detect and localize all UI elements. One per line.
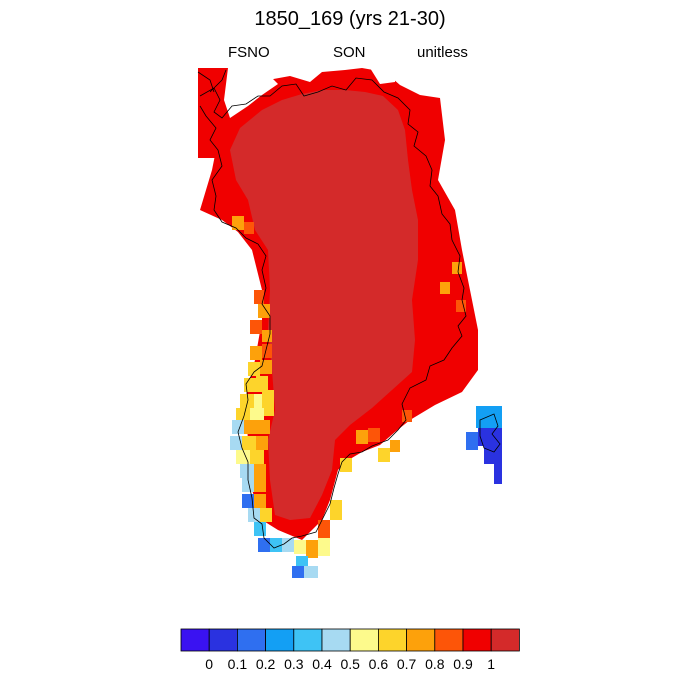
colorbar-box xyxy=(293,628,323,652)
interior-field xyxy=(230,90,418,520)
map-cell xyxy=(260,508,272,522)
colorbar-tick-label: 0.2 xyxy=(256,656,276,672)
map-cell xyxy=(452,262,462,274)
colorbar-tick-label: 0.3 xyxy=(284,656,304,672)
map-cell xyxy=(254,494,266,508)
west-coast-cells xyxy=(230,216,466,578)
season-label: SON xyxy=(333,44,366,61)
plot-title: 1850_169 (yrs 21-30) xyxy=(254,8,446,30)
map-cell xyxy=(304,566,318,578)
east-island-cells xyxy=(466,406,502,484)
coastline-path xyxy=(199,77,467,549)
colorbar-box xyxy=(180,628,210,652)
map-cell xyxy=(318,520,330,538)
map-cell xyxy=(330,500,342,520)
map-cell xyxy=(484,446,502,464)
colorbar-box xyxy=(406,628,436,652)
colorbar-tick-label: 0.5 xyxy=(340,656,360,672)
map-cell xyxy=(242,478,254,492)
map-cell xyxy=(256,376,268,392)
map-cell xyxy=(258,304,270,318)
coastline-path xyxy=(209,69,227,93)
map-cell xyxy=(242,436,256,450)
map-cell xyxy=(292,566,304,578)
map-cell xyxy=(232,216,244,230)
colorbar-tick-label: 0.4 xyxy=(312,656,332,672)
map-cell xyxy=(440,282,450,294)
map-cell xyxy=(390,440,400,452)
map-cell xyxy=(250,320,262,334)
map-cell xyxy=(244,222,254,234)
greenland-map xyxy=(197,68,502,578)
map-cell xyxy=(250,408,264,422)
colorbar-tick-label: 0.8 xyxy=(425,656,445,672)
map-cell xyxy=(244,420,258,434)
colorbar-box xyxy=(265,628,295,652)
map-cell xyxy=(230,436,242,450)
map-cell xyxy=(256,436,268,450)
coastline-path xyxy=(479,413,501,453)
map-cell xyxy=(254,478,266,492)
map-cell xyxy=(494,464,502,484)
colorbar-tick-label: 0.7 xyxy=(397,656,417,672)
map-cell xyxy=(250,450,264,464)
map-cell xyxy=(318,538,330,556)
colorbar-boxes xyxy=(180,628,520,652)
map-cell xyxy=(294,540,306,554)
coastline-path xyxy=(197,71,215,93)
colorbar-box xyxy=(236,628,266,652)
colorbar-tick-label: 0.6 xyxy=(369,656,389,672)
map-cell xyxy=(356,430,368,444)
map-cell xyxy=(378,448,390,462)
map-cell xyxy=(456,300,466,312)
map-cell xyxy=(306,540,318,558)
colorbar-box xyxy=(349,628,379,652)
coastline xyxy=(197,69,501,549)
map-cell xyxy=(368,428,380,442)
map-cell xyxy=(240,464,254,478)
map-cell xyxy=(258,420,270,434)
map-cell xyxy=(476,406,502,428)
map-cell xyxy=(478,428,502,446)
map-cell xyxy=(262,390,274,416)
map-cell xyxy=(402,410,412,422)
map-cell xyxy=(270,538,282,552)
variable-label: FSNO xyxy=(228,44,270,61)
map-cell xyxy=(262,330,272,342)
colorbar-box xyxy=(208,628,238,652)
colorbar-tick-label: 0.9 xyxy=(453,656,473,672)
map-cell xyxy=(236,450,250,464)
interior-region xyxy=(230,90,418,520)
colorbar-tick-label: 1 xyxy=(487,656,495,672)
map-cell xyxy=(262,344,272,358)
map-cell xyxy=(240,394,254,408)
colorbar-tick-label: 0 xyxy=(205,656,213,672)
colorbar-tick-label: 0.1 xyxy=(228,656,248,672)
colorbar-ticks: 0 0.1 0.2 0.3 0.4 0.5 0.6 0.7 0.8 0.9 1 xyxy=(205,656,495,672)
map-cell xyxy=(248,362,260,376)
map-cell xyxy=(254,464,266,478)
gap-region xyxy=(198,160,210,168)
colorbar-box xyxy=(490,628,520,652)
colorbar-box xyxy=(462,628,492,652)
map-cell xyxy=(250,346,262,360)
map-cells xyxy=(197,68,502,578)
map-cell xyxy=(236,408,250,422)
map-cell xyxy=(282,538,294,552)
map-cell xyxy=(242,494,254,508)
map-cell xyxy=(466,432,478,450)
gap-region xyxy=(370,68,395,84)
colorbar-box xyxy=(434,628,464,652)
colorbar-box xyxy=(377,628,407,652)
colorbar-box xyxy=(321,628,351,652)
units-label: unitless xyxy=(417,44,468,61)
map-cell xyxy=(254,290,264,304)
map-cell xyxy=(244,378,256,392)
